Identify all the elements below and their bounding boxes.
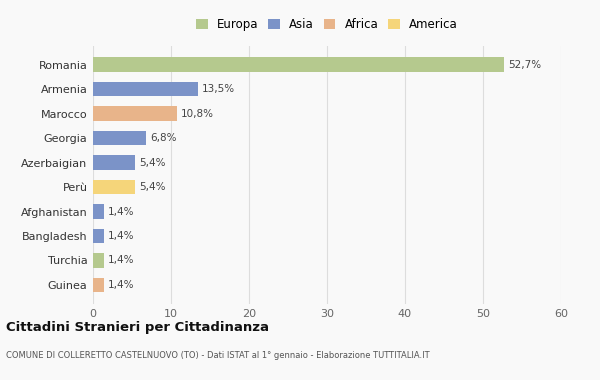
Bar (93, 131, 146, 146)
Text: 1,4%: 1,4% (108, 231, 134, 241)
Bar (93, 277, 104, 292)
Text: 1,4%: 1,4% (108, 280, 134, 290)
Bar (93, 106, 177, 121)
Bar (93, 82, 198, 97)
Bar (93, 204, 104, 219)
Bar (93, 180, 135, 195)
Text: COMUNE DI COLLERETTO CASTELNUOVO (TO) - Dati ISTAT al 1° gennaio - Elaborazione : COMUNE DI COLLERETTO CASTELNUOVO (TO) - … (6, 352, 430, 361)
Text: 5,4%: 5,4% (139, 158, 166, 168)
Text: 13,5%: 13,5% (202, 84, 235, 94)
Text: Cittadini Stranieri per Cittadinanza: Cittadini Stranieri per Cittadinanza (6, 321, 269, 334)
Text: 52,7%: 52,7% (508, 60, 541, 70)
Text: 10,8%: 10,8% (181, 109, 214, 119)
Bar (93, 253, 104, 268)
Bar (93, 155, 135, 170)
Bar (93, 57, 504, 72)
Text: 5,4%: 5,4% (139, 182, 166, 192)
Bar (93, 229, 104, 243)
Text: 6,8%: 6,8% (150, 133, 176, 143)
Legend: Europa, Asia, Africa, America: Europa, Asia, Africa, America (193, 14, 461, 35)
Text: 1,4%: 1,4% (108, 255, 134, 266)
Text: 1,4%: 1,4% (108, 206, 134, 217)
